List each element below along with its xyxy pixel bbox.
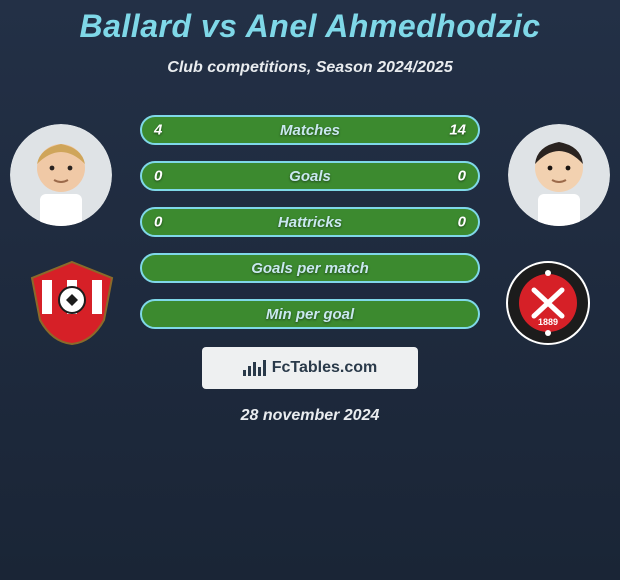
watermark-text: FcTables.com: [272, 359, 378, 377]
stat-row-goals: 0 Goals 0: [140, 161, 480, 191]
stat-label: Hattricks: [278, 214, 342, 231]
player2-shirt: [538, 194, 580, 226]
stat-right-value: 0: [458, 168, 466, 185]
stat-label: Matches: [280, 122, 340, 139]
stat-left-value: 4: [154, 122, 162, 139]
stat-label: Goals per match: [251, 260, 369, 277]
stat-row-mpg: Min per goal: [140, 299, 480, 329]
subtitle: Club competitions, Season 2024/2025: [0, 59, 620, 77]
stat-left-value: 0: [154, 214, 162, 231]
player1-shirt: [40, 194, 82, 226]
stat-right-value: 14: [449, 122, 466, 139]
stat-label: Min per goal: [266, 306, 354, 323]
stat-row-gpm: Goals per match: [140, 253, 480, 283]
club2-year: 1889: [538, 317, 558, 327]
player2-avatar: [508, 124, 610, 226]
club2-badge-svg: 1889: [498, 260, 598, 346]
player2-avatar-svg: [508, 124, 610, 226]
club2-badge: 1889: [498, 260, 598, 346]
comparison-card: Ballard vs Anel Ahmedhodzic Club competi…: [0, 0, 620, 580]
chart-icon: [243, 360, 266, 376]
stat-label: Goals: [289, 168, 331, 185]
stat-left-value: 0: [154, 168, 162, 185]
club1-stripe1: [42, 280, 52, 314]
player1-avatar-svg: [10, 124, 112, 226]
club1-badge-svg: [22, 260, 122, 346]
watermark: FcTables.com: [202, 347, 418, 389]
player1-avatar: [10, 124, 112, 226]
date: 28 november 2024: [0, 407, 620, 425]
club1-stripe3: [92, 280, 102, 314]
page-title: Ballard vs Anel Ahmedhodzic: [0, 0, 620, 45]
stat-right-value: 0: [458, 214, 466, 231]
stat-row-hattricks: 0 Hattricks 0: [140, 207, 480, 237]
club1-badge: [22, 260, 122, 346]
stat-row-matches: 4 Matches 14: [140, 115, 480, 145]
